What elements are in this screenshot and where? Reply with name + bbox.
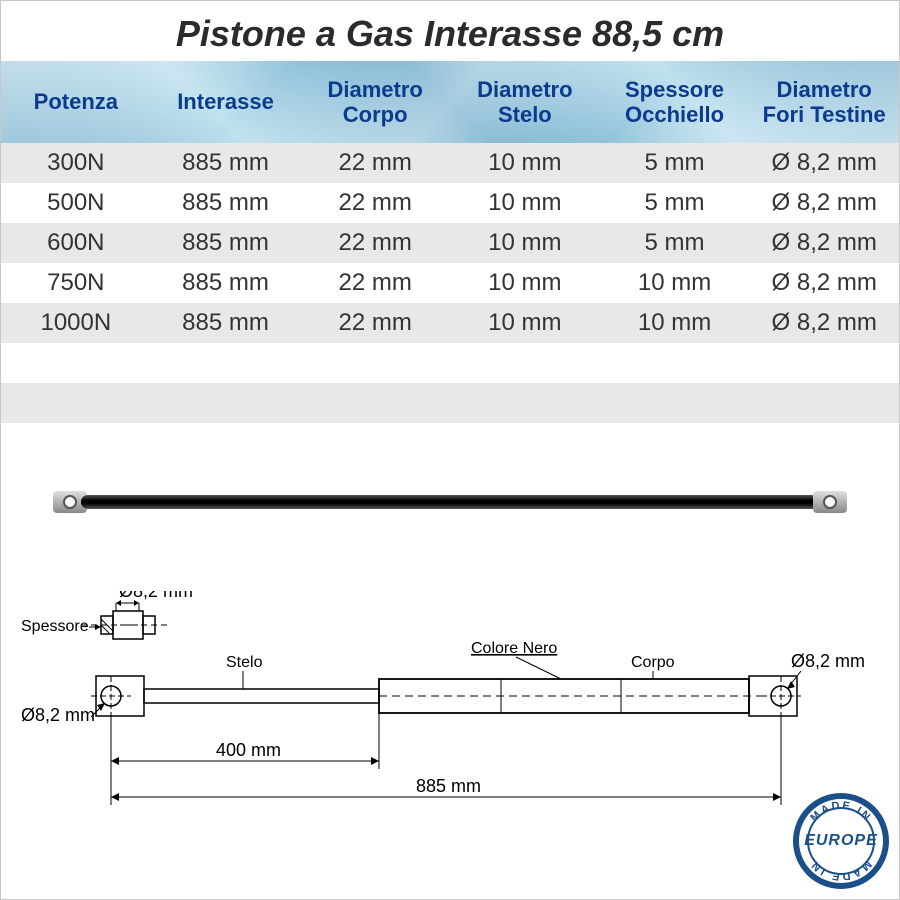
cell: 22 mm bbox=[300, 309, 450, 337]
cell: 10 mm bbox=[600, 309, 750, 337]
cell: 22 mm bbox=[300, 229, 450, 257]
cell: 22 mm bbox=[300, 269, 450, 297]
cell: 885 mm bbox=[151, 189, 301, 217]
cell: 885 mm bbox=[151, 229, 301, 257]
cell: 10 mm bbox=[450, 189, 600, 217]
cell: Ø 8,2 mm bbox=[749, 309, 899, 337]
cell: 22 mm bbox=[300, 149, 450, 177]
cell: 1000N bbox=[1, 309, 151, 337]
cell: 10 mm bbox=[450, 309, 600, 337]
cell: 22 mm bbox=[300, 189, 450, 217]
cell: 885 mm bbox=[151, 269, 301, 297]
cell: Ø 8,2 mm bbox=[749, 229, 899, 257]
table-body: 300N 885 mm 22 mm 10 mm 5 mm Ø 8,2 mm 50… bbox=[1, 143, 899, 343]
dim-eyelet-top: Ø8,2 mm bbox=[119, 591, 193, 601]
header-interasse: Interasse bbox=[151, 89, 301, 114]
label-stelo: Stelo bbox=[226, 654, 263, 671]
cell: 300N bbox=[1, 149, 151, 177]
cell: 600N bbox=[1, 229, 151, 257]
table-row: 500N 885 mm 22 mm 10 mm 5 mm Ø 8,2 mm bbox=[1, 183, 899, 223]
spacer bbox=[1, 383, 899, 423]
cell: 500N bbox=[1, 189, 151, 217]
header-potenza: Potenza bbox=[1, 89, 151, 114]
header-spessore-occhiello: SpessoreOcchiello bbox=[600, 77, 750, 128]
header-diametro-fori: DiametroFori Testine bbox=[749, 77, 899, 128]
technical-diagram: Ø8,2 mm Spessore Stelo Colore Nero Corpo… bbox=[1, 581, 899, 839]
table-row: 1000N 885 mm 22 mm 10 mm 10 mm Ø 8,2 mm bbox=[1, 303, 899, 343]
cell: 10 mm bbox=[450, 149, 600, 177]
label-colore-nero: Colore Nero bbox=[471, 640, 557, 657]
label-spessore: Spessore bbox=[21, 618, 89, 635]
dim-eyelet-left: Ø8,2 mm bbox=[21, 705, 95, 725]
table-header: Potenza Interasse DiametroCorpo Diametro… bbox=[1, 61, 899, 143]
table-row: 750N 885 mm 22 mm 10 mm 10 mm Ø 8,2 mm bbox=[1, 263, 899, 303]
cell: 885 mm bbox=[151, 149, 301, 177]
table-row: 300N 885 mm 22 mm 10 mm 5 mm Ø 8,2 mm bbox=[1, 143, 899, 183]
dim-rod-length: 400 mm bbox=[216, 740, 281, 760]
dim-eyelet-right: Ø8,2 mm bbox=[791, 651, 865, 671]
eyelet-icon bbox=[813, 491, 847, 513]
cell: 5 mm bbox=[600, 229, 750, 257]
cell: 10 mm bbox=[450, 269, 600, 297]
table-row: 600N 885 mm 22 mm 10 mm 5 mm Ø 8,2 mm bbox=[1, 223, 899, 263]
header-diametro-corpo: DiametroCorpo bbox=[300, 77, 450, 128]
badge-center-text: EUROPE bbox=[793, 793, 889, 889]
made-in-europe-badge: MADE IN MADE IN EUROPE bbox=[793, 793, 889, 889]
page-title: Pistone a Gas Interasse 88,5 cm bbox=[1, 1, 899, 61]
cell: 750N bbox=[1, 269, 151, 297]
cell: 10 mm bbox=[450, 229, 600, 257]
cell: 5 mm bbox=[600, 189, 750, 217]
dim-total-length: 885 mm bbox=[416, 776, 481, 796]
label-corpo: Corpo bbox=[631, 654, 675, 671]
header-diametro-stelo: DiametroStelo bbox=[450, 77, 600, 128]
product-photo bbox=[1, 423, 899, 581]
cell: Ø 8,2 mm bbox=[749, 149, 899, 177]
cell: 885 mm bbox=[151, 309, 301, 337]
cell: Ø 8,2 mm bbox=[749, 269, 899, 297]
piston-body-icon bbox=[81, 495, 819, 509]
cell: Ø 8,2 mm bbox=[749, 189, 899, 217]
cell: 5 mm bbox=[600, 149, 750, 177]
cell: 10 mm bbox=[600, 269, 750, 297]
